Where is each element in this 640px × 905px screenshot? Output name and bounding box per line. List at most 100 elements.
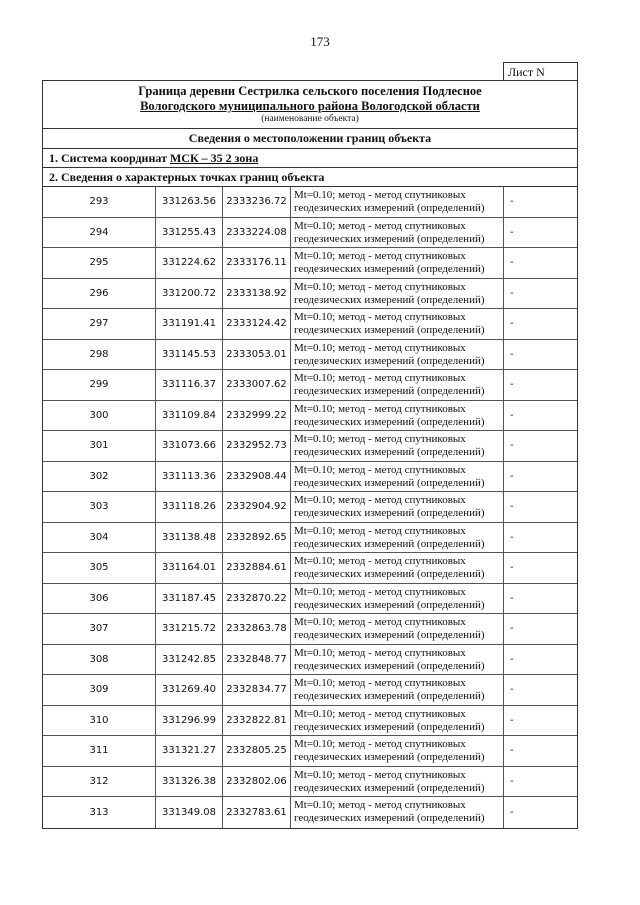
- title-line-1: Граница деревни Сестрилка сельского посе…: [138, 84, 482, 98]
- extra-value: -: [510, 745, 514, 757]
- table-row: 312 331326.38 2332802.06 Mt=0.10; метод …: [43, 766, 577, 797]
- point-number: 307: [43, 614, 156, 644]
- object-title: Граница деревни Сестрилка сельского посе…: [43, 81, 577, 129]
- method-line-1: Mt=0.10; метод - метод спутниковых: [294, 616, 466, 628]
- point-number: 295: [43, 248, 156, 278]
- method-line-1: Mt=0.10; метод - метод спутниковых: [294, 311, 466, 323]
- coord-y: 2332908.44: [223, 461, 291, 491]
- coord-x: 331349.08: [156, 797, 223, 828]
- method-line-2: геодезических измерений (определений): [294, 415, 485, 428]
- method-line-2: геодезических измерений (определений): [294, 293, 485, 306]
- point-number: 297: [43, 309, 156, 339]
- extra-value: -: [510, 806, 514, 818]
- coord-x: 331215.72: [156, 614, 223, 644]
- table-row: 309 331269.40 2332834.77 Mt=0.10; метод …: [43, 675, 577, 706]
- table-row: 302 331113.36 2332908.44 Mt=0.10; метод …: [43, 461, 577, 492]
- point-number: 310: [43, 705, 156, 735]
- coord-x: 331073.66: [156, 431, 223, 461]
- method-description: Mt=0.10; метод - метод спутниковых геодез…: [291, 400, 504, 430]
- coord-x: 331296.99: [156, 705, 223, 735]
- point-number: 293: [43, 187, 156, 217]
- coord-y: 2332884.61: [223, 553, 291, 583]
- table-row: 295 331224.62 2333176.11 Mt=0.10; метод …: [43, 248, 577, 279]
- method-line-2: геодезических измерений (определений): [294, 324, 485, 336]
- method-description: Mt=0.10; метод - метод спутниковых геодез…: [291, 492, 504, 522]
- points-heading: 2. Сведения о характерных точках границ …: [43, 168, 577, 187]
- method-line-2: геодезических измерений (определений): [294, 781, 485, 794]
- coord-y: 2332904.92: [223, 492, 291, 522]
- title-line-2: Вологодского муниципального района Волог…: [140, 99, 480, 113]
- method-description: Mt=0.10; метод - метод спутниковых геодез…: [291, 309, 504, 339]
- point-number: 303: [43, 492, 156, 522]
- coord-y: 2332952.73: [223, 431, 291, 461]
- coord-x: 331326.38: [156, 766, 223, 796]
- method-line-1: Mt=0.10; метод - метод спутниковых: [294, 372, 466, 384]
- coord-x: 331113.36: [156, 461, 223, 491]
- table-row: 293 331263.56 2333236.72 Mt=0.10; метод …: [43, 187, 577, 218]
- coord-x: 331187.45: [156, 583, 223, 613]
- point-number: 298: [43, 339, 156, 369]
- point-number: 306: [43, 583, 156, 613]
- extra-value: -: [510, 409, 514, 421]
- coord-y: 2332834.77: [223, 675, 291, 705]
- extra-value: -: [510, 531, 514, 543]
- coord-y: 2332783.61: [223, 797, 291, 828]
- method-line-1: Mt=0.10; метод - метод спутниковых: [294, 189, 466, 201]
- extra-value: -: [510, 592, 514, 604]
- method-line-1: Mt=0.10; метод - метод спутниковых: [294, 585, 466, 598]
- extra-value: -: [510, 623, 514, 635]
- points-rows: 293 331263.56 2333236.72 Mt=0.10; метод …: [43, 187, 577, 828]
- coord-y: 2332848.77: [223, 644, 291, 674]
- coord-y: 2333138.92: [223, 278, 291, 308]
- title-caption: (наименование объекта): [261, 114, 359, 124]
- method-description: Mt=0.10; метод - метод спутниковых геодез…: [291, 705, 504, 735]
- method-line-2: геодезических измерений (определений): [294, 476, 485, 489]
- method-line-2: геодезических измерений (определений): [294, 720, 485, 733]
- method-description: Mt=0.10; метод - метод спутниковых геодез…: [291, 187, 504, 217]
- coord-x: 331224.62: [156, 248, 223, 278]
- method-description: Mt=0.10; метод - метод спутниковых геодез…: [291, 583, 504, 613]
- table-row: 306 331187.45 2332870.22 Mt=0.10; метод …: [43, 583, 577, 614]
- method-description: Mt=0.10; метод - метод спутниковых геодез…: [291, 614, 504, 644]
- coord-x: 331191.41: [156, 309, 223, 339]
- coord-x: 331255.43: [156, 217, 223, 247]
- table-row: 301 331073.66 2332952.73 Mt=0.10; метод …: [43, 431, 577, 462]
- boundary-table: Граница деревни Сестрилка сельского посе…: [42, 80, 578, 829]
- method-description: Mt=0.10; метод - метод спутниковых геодез…: [291, 370, 504, 400]
- method-line-2: геодезических измерений (определений): [294, 812, 485, 824]
- method-line-1: Mt=0.10; метод - метод спутниковых: [294, 738, 466, 750]
- coord-x: 331109.84: [156, 400, 223, 430]
- coord-x: 331200.72: [156, 278, 223, 308]
- coord-y: 2332999.22: [223, 400, 291, 430]
- coord-y: 2333224.08: [223, 217, 291, 247]
- method-line-1: Mt=0.10; метод - метод спутниковых: [294, 494, 466, 506]
- method-line-1: Mt=0.10; метод - метод спутниковых: [294, 463, 466, 476]
- method-line-2: геодезических измерений (определений): [294, 385, 485, 397]
- extra-value: -: [510, 379, 514, 391]
- method-description: Mt=0.10; метод - метод спутниковых геодез…: [291, 675, 504, 705]
- coord-y: 2332892.65: [223, 522, 291, 552]
- method-line-2: геодезических измерений (определений): [294, 446, 485, 458]
- point-number: 304: [43, 522, 156, 552]
- method-line-1: Mt=0.10; метод - метод спутниковых: [294, 402, 466, 415]
- table-row: 310 331296.99 2332822.81 Mt=0.10; метод …: [43, 705, 577, 736]
- table-row: 297 331191.41 2333124.42 Mt=0.10; метод …: [43, 309, 577, 340]
- method-description: Mt=0.10; метод - метод спутниковых геодез…: [291, 431, 504, 461]
- point-number: 305: [43, 553, 156, 583]
- method-line-2: геодезических измерений (определений): [294, 751, 485, 763]
- method-line-1: Mt=0.10; метод - метод спутниковых: [294, 433, 466, 445]
- method-line-2: геодезических измерений (определений): [294, 354, 485, 367]
- method-description: Mt=0.10; метод - метод спутниковых геодез…: [291, 278, 504, 308]
- table-row: 299 331116.37 2333007.62 Mt=0.10; метод …: [43, 370, 577, 401]
- table-row: 308 331242.85 2332848.77 Mt=0.10; метод …: [43, 644, 577, 675]
- extra-value: -: [510, 196, 514, 208]
- method-line-2: геодезических измерений (определений): [294, 537, 485, 550]
- method-line-2: геодезических измерений (определений): [294, 507, 485, 519]
- method-line-1: Mt=0.10; метод - метод спутниковых: [294, 524, 466, 537]
- point-number: 302: [43, 461, 156, 491]
- method-line-1: Mt=0.10; метод - метод спутниковых: [294, 280, 466, 293]
- coord-x: 331242.85: [156, 644, 223, 674]
- coord-x: 331118.26: [156, 492, 223, 522]
- table-row: 304 331138.48 2332892.65 Mt=0.10; метод …: [43, 522, 577, 553]
- coord-y: 2332805.25: [223, 736, 291, 766]
